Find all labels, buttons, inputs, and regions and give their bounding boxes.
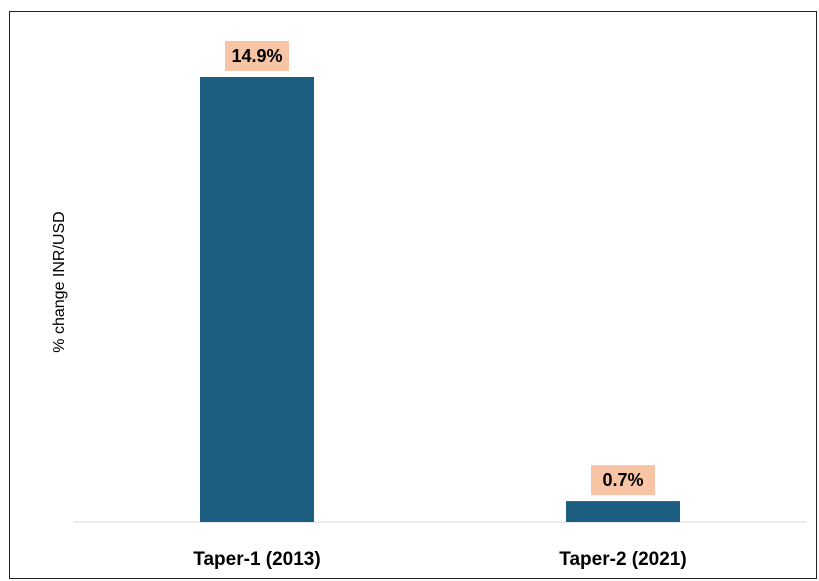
y-axis-label: % change INR/USD [51,211,68,352]
data-label-2: 0.7% [602,470,643,490]
x-tick-label-2: Taper-2 (2021) [559,549,686,570]
data-label-1: 14.9% [231,46,282,66]
data-label-box-1 [225,41,289,71]
bar-1 [200,77,314,522]
data-label-box-2 [591,465,655,496]
x-tick-label-1: Taper-1 (2013) [193,549,320,570]
x-tick-labels-group: Taper-1 (2013) Taper-2 (2021) [193,549,686,570]
chart-frame [9,11,817,579]
bar-2 [566,501,680,522]
data-labels-group: 14.9% 0.7% [225,41,655,496]
bars-group [200,77,680,522]
